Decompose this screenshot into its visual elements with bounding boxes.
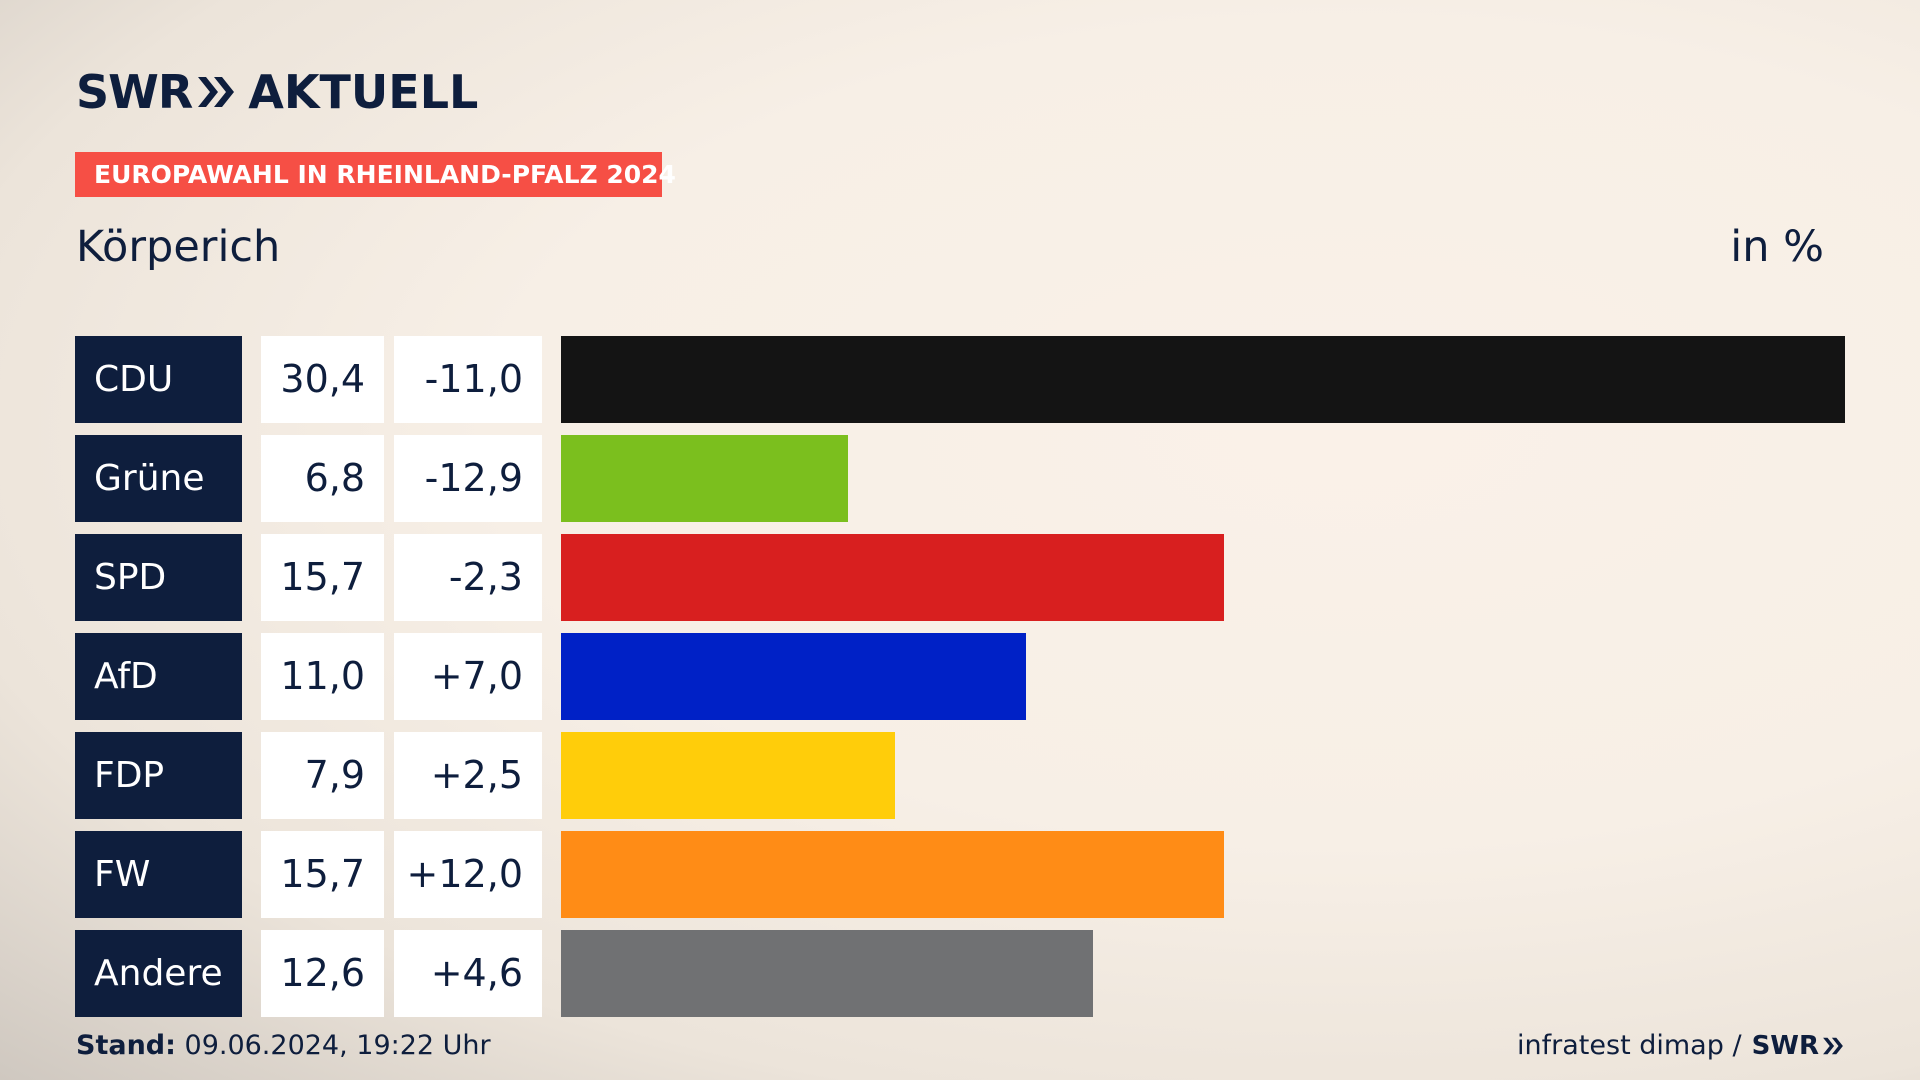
election-banner: EUROPAWAHL IN RHEINLAND-PFALZ 2024 <box>75 152 676 197</box>
result-row: SPD 15,7 -2,3 <box>75 534 1845 621</box>
party-label: Andere <box>75 930 242 1017</box>
party-label: SPD <box>75 534 242 621</box>
vote-share-label: 15,7 <box>261 534 384 621</box>
vote-share-label: 11,0 <box>261 633 384 720</box>
vote-share-label: 30,4 <box>261 336 384 423</box>
source-credit: infratest dimap / SWR <box>1517 1030 1844 1061</box>
timestamp-label: Stand: <box>76 1030 176 1061</box>
logo-aktuell-text: AKTUELL <box>248 65 479 119</box>
party-label: FDP <box>75 732 242 819</box>
result-bar <box>561 633 1026 720</box>
result-row: CDU 30,4 -11,0 <box>75 336 1845 423</box>
timestamp: Stand: 09.06.2024, 19:22 Uhr <box>76 1030 491 1061</box>
swr-mini-logo: SWR <box>1752 1031 1844 1061</box>
results-chart: CDU 30,4 -11,0 Grüne 6,8 -12,9 SPD 15,7 -2,3 AfD 1… <box>75 336 1845 1029</box>
change-label: +12,0 <box>394 831 542 918</box>
party-label: Grüne <box>75 435 242 522</box>
result-row: Grüne 6,8 -12,9 <box>75 435 1845 522</box>
source-text: infratest dimap / <box>1517 1030 1742 1061</box>
party-label: AfD <box>75 633 242 720</box>
change-label: -12,9 <box>394 435 542 522</box>
change-label: +2,5 <box>394 732 542 819</box>
change-label: +7,0 <box>394 633 542 720</box>
party-label: CDU <box>75 336 242 423</box>
result-bar <box>561 732 895 819</box>
change-label: -2,3 <box>394 534 542 621</box>
result-row: Andere 12,6 +4,6 <box>75 930 1845 1017</box>
swr-mini-text: SWR <box>1751 1030 1819 1061</box>
result-bar <box>561 534 1224 621</box>
result-row: FDP 7,9 +2,5 <box>75 732 1845 819</box>
change-label: +4,6 <box>394 930 542 1017</box>
vote-share-label: 6,8 <box>261 435 384 522</box>
swr-aktuell-logo: SWR AKTUELL <box>76 65 479 119</box>
chevron-double-icon <box>196 75 236 109</box>
result-bar <box>561 930 1093 1017</box>
vote-share-label: 7,9 <box>261 732 384 819</box>
party-label: FW <box>75 831 242 918</box>
vote-share-label: 15,7 <box>261 831 384 918</box>
result-bar <box>561 435 848 522</box>
logo-swr-text: SWR <box>76 65 193 119</box>
result-row: FW 15,7 +12,0 <box>75 831 1845 918</box>
region-title: Körperich <box>76 222 281 272</box>
vote-share-label: 12,6 <box>261 930 384 1017</box>
chevron-double-icon <box>1823 1037 1843 1054</box>
change-label: -11,0 <box>394 336 542 423</box>
result-bar <box>561 831 1224 918</box>
result-bar <box>561 336 1845 423</box>
result-row: AfD 11,0 +7,0 <box>75 633 1845 720</box>
unit-label: in % <box>1730 222 1824 272</box>
timestamp-value: 09.06.2024, 19:22 Uhr <box>184 1030 491 1061</box>
